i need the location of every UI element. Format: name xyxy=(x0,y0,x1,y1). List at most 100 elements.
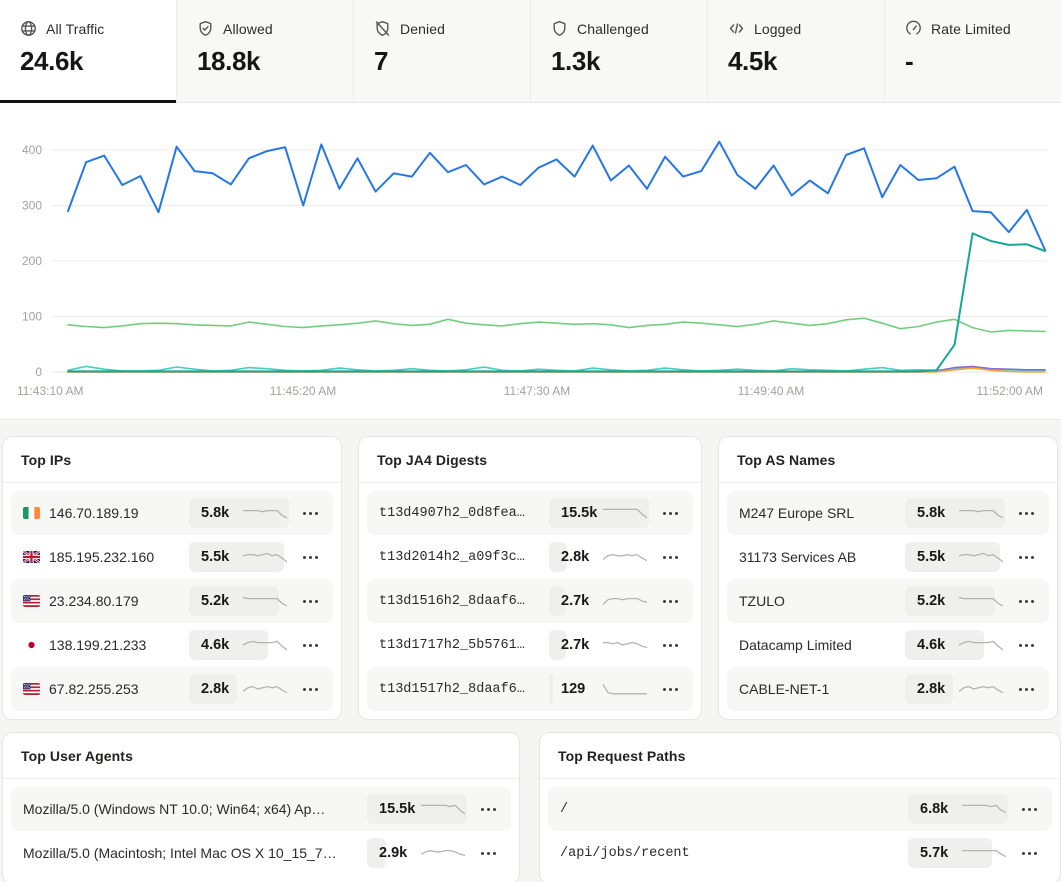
list-item[interactable]: /api/jobs/recent 5.7k xyxy=(548,831,1052,875)
row-actions-button[interactable] xyxy=(295,674,325,704)
list-item[interactable]: TZULO 5.2k xyxy=(727,579,1049,623)
panel-top-request-paths: Top Request Paths / 6.8k/api/jobs/recent 5.… xyxy=(539,732,1061,882)
row-value-cell: 5.8k xyxy=(905,498,1005,528)
value-bar xyxy=(367,794,467,824)
list-item[interactable]: 185.195.232.160 5.5k xyxy=(11,535,333,579)
row-actions-button[interactable] xyxy=(1011,674,1041,704)
row-value: 2.8k xyxy=(201,681,230,697)
sparkline xyxy=(243,685,287,694)
tab-denied[interactable]: Denied 7 xyxy=(354,0,531,103)
row-value: 6.8k xyxy=(920,801,949,817)
tab-allowed[interactable]: Allowed 18.8k xyxy=(177,0,354,103)
row-value: 2.8k xyxy=(561,549,590,565)
row-actions-button[interactable] xyxy=(295,498,325,528)
y-axis-tick: 200 xyxy=(22,254,42,268)
top-panels-grid: Top IPs 146.70.189.19 5.8k 185.195.232.160 5… xyxy=(0,420,1061,720)
tab-rate-limited[interactable]: Rate Limited - xyxy=(885,0,1061,103)
list-item[interactable]: M247 Europe SRL 5.8k xyxy=(727,491,1049,535)
value-bar xyxy=(905,586,995,616)
list-item[interactable]: Mozilla/5.0 (Windows NT 10.0; Win64; x64… xyxy=(11,787,511,831)
tab-label: Denied xyxy=(400,20,445,37)
x-axis-tick: 11:52:00 AM xyxy=(977,384,1044,398)
value-bar xyxy=(549,630,566,660)
list-item[interactable]: 23.234.80.179 5.2k xyxy=(11,579,333,623)
row-value: 5.5k xyxy=(917,549,946,565)
tab-all-traffic[interactable]: All Traffic 24.6k xyxy=(0,0,177,103)
row-actions-button[interactable] xyxy=(1011,630,1041,660)
list-item[interactable]: t13d1516h2_8daaf6… 2.7k xyxy=(367,579,693,623)
value-bar xyxy=(905,542,1000,572)
list-item[interactable]: t13d1517h2_8daaf6… 129 xyxy=(367,667,693,711)
row-actions-button[interactable] xyxy=(1014,838,1044,868)
row-actions-button[interactable] xyxy=(655,586,685,616)
row-value-cell: 5.2k xyxy=(189,586,289,616)
row-value: 5.8k xyxy=(201,505,230,521)
value-bar xyxy=(189,498,289,528)
row-value-cell: 2.7k xyxy=(549,586,649,616)
row-label: 146.70.189.19 xyxy=(23,505,189,521)
list-item[interactable]: 146.70.189.19 5.8k xyxy=(11,491,333,535)
list-item[interactable]: CABLE-NET-1 2.8k xyxy=(727,667,1049,711)
row-value-cell: 2.8k xyxy=(549,542,649,572)
row-value: 2.8k xyxy=(917,681,946,697)
row-label: /api/jobs/recent xyxy=(560,845,690,861)
x-axis-tick: 11:49:40 AM xyxy=(738,384,805,398)
list-item[interactable]: t13d4907h2_0d8fea… 15.5k xyxy=(367,491,693,535)
row-value-cell: 4.6k xyxy=(189,630,289,660)
list-item[interactable]: 138.199.21.233 4.6k xyxy=(11,623,333,667)
row-actions-button[interactable] xyxy=(655,498,685,528)
row-value: 4.6k xyxy=(917,637,946,653)
gauge-icon xyxy=(905,20,922,37)
sparkline xyxy=(243,596,287,607)
list-item[interactable]: / 6.8k xyxy=(548,787,1052,831)
row-value: 2.9k xyxy=(379,845,408,861)
flag-icon-gb xyxy=(23,551,40,563)
sparkline xyxy=(962,849,1006,858)
row-actions-button[interactable] xyxy=(295,586,325,616)
tab-label: Logged xyxy=(754,20,802,37)
value-bar xyxy=(549,542,567,572)
row-actions-button[interactable] xyxy=(1011,498,1041,528)
row-actions-button[interactable] xyxy=(1014,794,1044,824)
row-actions-button[interactable] xyxy=(473,838,503,868)
sparkline xyxy=(603,553,647,562)
tab-label: Allowed xyxy=(223,20,273,37)
row-label: t13d1717h2_5b5761… xyxy=(379,637,525,653)
flag-icon-us xyxy=(23,595,40,607)
row-actions-button[interactable] xyxy=(655,630,685,660)
row-actions-button[interactable] xyxy=(473,794,503,824)
row-value: 2.7k xyxy=(561,593,590,609)
row-actions-button[interactable] xyxy=(1011,542,1041,572)
row-value: 5.5k xyxy=(201,549,230,565)
row-value-cell: 15.5k xyxy=(549,498,649,528)
list-item[interactable]: Datacamp Limited 4.6k xyxy=(727,623,1049,667)
sparkline xyxy=(243,552,287,563)
row-actions-button[interactable] xyxy=(655,542,685,572)
sparkline xyxy=(603,641,647,649)
list-item[interactable]: t13d2014h2_a09f3c… 2.8k xyxy=(367,535,693,579)
row-actions-button[interactable] xyxy=(295,630,325,660)
row-label: Mozilla/5.0 (Macintosh; Intel Mac OS X 1… xyxy=(23,845,337,861)
sparkline xyxy=(243,509,287,519)
list-item[interactable]: t13d1717h2_5b5761… 2.7k xyxy=(367,623,693,667)
row-actions-button[interactable] xyxy=(1011,586,1041,616)
row-value: 129 xyxy=(561,681,586,697)
tab-challenged[interactable]: Challenged 1.3k xyxy=(531,0,708,103)
row-label: 23.234.80.179 xyxy=(23,593,189,609)
row-actions-button[interactable] xyxy=(655,674,685,704)
row-value-cell: 6.8k xyxy=(908,794,1008,824)
value-bar xyxy=(189,674,237,704)
row-label: 31173 Services AB xyxy=(739,549,857,565)
list-item[interactable]: 31173 Services AB 5.5k xyxy=(727,535,1049,579)
row-value: 5.7k xyxy=(920,845,949,861)
list-item[interactable]: 67.82.255.253 2.8k xyxy=(11,667,333,711)
value-bar xyxy=(367,838,386,868)
list-item[interactable]: Mozilla/5.0 (Macintosh; Intel Mac OS X 1… xyxy=(11,831,511,875)
row-label: Datacamp Limited xyxy=(739,637,852,653)
stats-tab-bar: All Traffic 24.6k Allowed 18.8k Denied 7 Chall… xyxy=(0,0,1061,103)
row-actions-button[interactable] xyxy=(295,542,325,572)
row-label: 67.82.255.253 xyxy=(23,681,189,697)
sparkline xyxy=(962,804,1006,814)
sparkline xyxy=(959,509,1003,519)
tab-logged[interactable]: Logged 4.5k xyxy=(708,0,885,103)
